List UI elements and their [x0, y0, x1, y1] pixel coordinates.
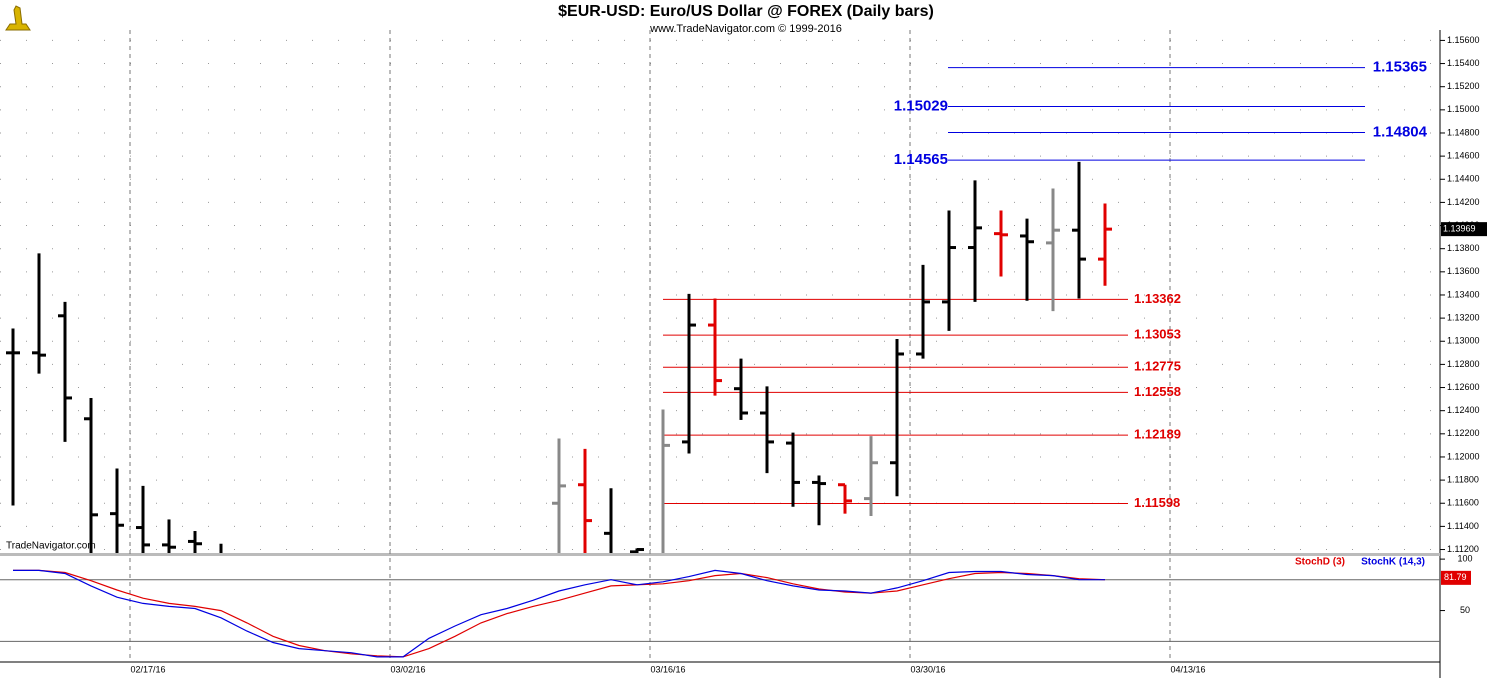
- y-tick-label: 1.13000: [1447, 336, 1480, 346]
- level-label: 1.15029: [894, 97, 948, 114]
- chart-title: $EUR-USD: Euro/US Dollar @ FOREX (Daily …: [558, 3, 934, 20]
- legend-entry: StochK (14,3): [1361, 557, 1425, 568]
- x-tick-label: 03/16/16: [650, 664, 685, 674]
- level-label: 1.12189: [1134, 427, 1181, 442]
- y-tick-label: 1.12000: [1447, 451, 1480, 461]
- panel-separator: [0, 553, 1440, 556]
- level-label: 1.15365: [1373, 59, 1427, 76]
- y-tick-label: 1.14400: [1447, 174, 1480, 184]
- level-label: 1.14804: [1373, 123, 1428, 140]
- y-tick-label: 1.15600: [1447, 35, 1480, 45]
- stoch-line: [13, 569, 1106, 658]
- last-price-label: 1.13969: [1443, 224, 1476, 234]
- level-label: 1.12558: [1134, 384, 1181, 399]
- y-tick-label: 1.13400: [1447, 289, 1480, 299]
- y-tick-label: 1.12600: [1447, 382, 1480, 392]
- y-tick-label: 1.13200: [1447, 312, 1480, 322]
- x-tick-label: 02/17/16: [130, 664, 165, 674]
- y-tick-label: 1.12400: [1447, 405, 1480, 415]
- last-price-box: [1441, 222, 1487, 237]
- y-tick-label: 1.11800: [1447, 474, 1479, 484]
- y-tick-label: 1.15200: [1447, 81, 1480, 91]
- x-tick-label: 03/30/16: [910, 664, 945, 674]
- y-tick-label: 1.14600: [1447, 150, 1480, 160]
- level-label: 1.12775: [1134, 359, 1181, 374]
- y-tick-label: 1.12800: [1447, 359, 1480, 369]
- y-tick-label: 1.13600: [1447, 266, 1480, 276]
- y-tick-label: 1.11400: [1447, 521, 1479, 531]
- level-label: 1.13362: [1134, 291, 1181, 306]
- watermark: TradeNavigator.com: [6, 541, 96, 552]
- x-tick-label: 04/13/16: [1170, 664, 1205, 674]
- y-tick-label: 1.14800: [1447, 127, 1480, 137]
- y-tick-label: 1.15000: [1447, 104, 1480, 114]
- chart-subtitle: www.TradeNavigator.com © 1999-2016: [649, 23, 842, 35]
- last-value-label: 81.79: [1444, 572, 1467, 582]
- price-bars: [6, 161, 1112, 553]
- y-tick-label: 1.14200: [1447, 197, 1480, 207]
- y-tick-label: 1.11600: [1447, 498, 1479, 508]
- stoch-line: [13, 569, 1105, 658]
- level-label: 1.13053: [1134, 327, 1181, 342]
- y-tick-label: 1.12200: [1447, 428, 1480, 438]
- y-tick-label: 1.15400: [1447, 58, 1480, 68]
- y-tick-label: 1.13800: [1447, 243, 1480, 253]
- x-tick-label: 03/02/16: [390, 664, 425, 674]
- y-tick-label: 50: [1460, 605, 1470, 615]
- legend-entry: StochD (3): [1295, 557, 1345, 568]
- logo: [5, 5, 31, 31]
- y-tick-label: 1.11200: [1447, 544, 1479, 554]
- level-label: 1.11598: [1134, 495, 1180, 510]
- last-value-box: [1441, 570, 1471, 585]
- level-label: 1.14565: [894, 151, 948, 168]
- y-tick-label: 100: [1457, 553, 1472, 563]
